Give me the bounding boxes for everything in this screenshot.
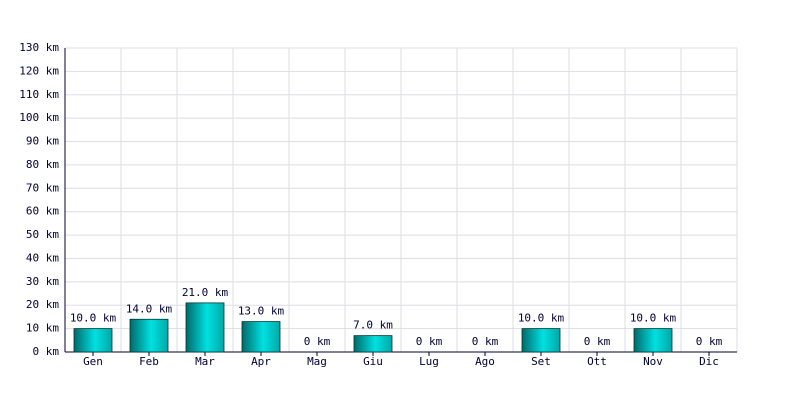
y-tick-label: 0 km: [33, 345, 60, 358]
y-tick-label: 70 km: [26, 181, 59, 194]
x-tick-label: Lug: [419, 355, 439, 368]
value-label: 0 km: [472, 335, 499, 348]
y-tick-label: 80 km: [26, 158, 59, 171]
y-tick-label: 60 km: [26, 205, 59, 218]
bar: [73, 328, 113, 353]
value-label: 13.0 km: [238, 305, 285, 318]
value-label: 10.0 km: [518, 312, 565, 325]
y-tick-label: 130 km: [19, 41, 59, 54]
y-tick-label: 110 km: [19, 88, 59, 101]
y-tick-label: 10 km: [26, 322, 59, 335]
value-label: 0 km: [304, 335, 331, 348]
y-tick-label: 90 km: [26, 135, 59, 148]
x-tick-label: Feb: [139, 355, 159, 368]
bar: [241, 321, 281, 353]
y-tick-label: 30 km: [26, 275, 59, 288]
x-tick-label: Dic: [699, 355, 719, 368]
value-label: 21.0 km: [182, 286, 229, 299]
x-tick-label: Set: [531, 355, 551, 368]
value-label: 14.0 km: [126, 302, 173, 315]
value-label: 0 km: [584, 335, 611, 348]
x-tick-label: Mar: [195, 355, 215, 368]
bar: [353, 335, 393, 353]
x-tick-label: Apr: [251, 355, 271, 368]
grid: [65, 47, 738, 353]
value-label: 7.0 km: [353, 319, 393, 332]
bar: [129, 318, 169, 353]
x-tick-label: Gen: [83, 355, 103, 368]
y-tick-label: 40 km: [26, 251, 59, 264]
bar: [633, 328, 673, 353]
value-label: 0 km: [416, 335, 443, 348]
bar: [521, 328, 561, 353]
y-tick-label: 100 km: [19, 111, 59, 124]
x-tick-label: Giu: [363, 355, 383, 368]
y-tick-label: 50 km: [26, 228, 59, 241]
x-tick-label: Ott: [587, 355, 607, 368]
x-tick-label: Ago: [475, 355, 495, 368]
y-tick-label: 20 km: [26, 298, 59, 311]
x-tick-label: Mag: [307, 355, 327, 368]
x-tick-label: Nov: [643, 355, 663, 368]
value-label: 10.0 km: [70, 312, 117, 325]
y-tick-label: 120 km: [19, 64, 59, 77]
value-label: 0 km: [696, 335, 723, 348]
bar: [185, 302, 225, 353]
value-label: 10.0 km: [630, 312, 677, 325]
